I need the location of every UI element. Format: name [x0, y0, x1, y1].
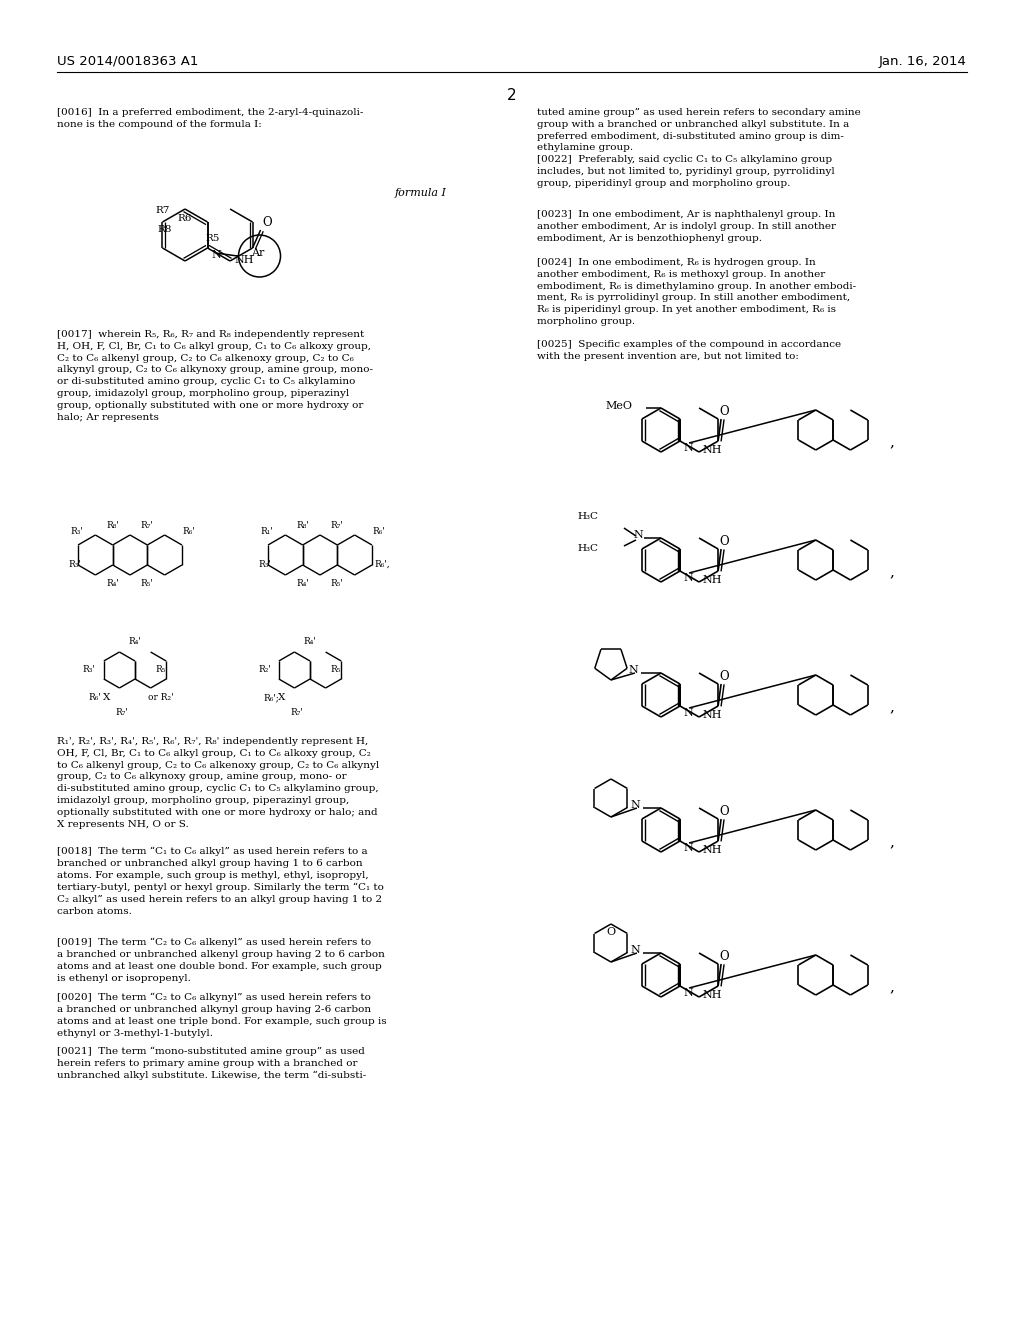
- Text: R₅': R₅': [141, 579, 154, 587]
- Text: O: O: [606, 927, 615, 937]
- Text: R₇': R₇': [331, 521, 344, 531]
- Text: R₇': R₇': [141, 521, 154, 531]
- Text: R₈': R₈': [106, 521, 119, 531]
- Text: O: O: [719, 805, 729, 818]
- Text: US 2014/0018363 A1: US 2014/0018363 A1: [57, 55, 199, 69]
- Text: R₃': R₃': [68, 560, 81, 569]
- Text: R₂': R₂': [258, 665, 271, 675]
- Text: N: N: [683, 573, 693, 583]
- Text: R₆': R₆': [182, 527, 195, 536]
- Text: R₄': R₄': [129, 638, 141, 645]
- Text: X: X: [278, 693, 286, 702]
- Text: R₁', R₂', R₃', R₄', R₅', R₆', R₇', R₈' independently represent H,
OH, F, Cl, Br,: R₁', R₂', R₃', R₄', R₅', R₆', R₇', R₈' i…: [57, 737, 379, 829]
- Text: ,: ,: [890, 979, 895, 994]
- Text: R₄': R₄': [303, 638, 316, 645]
- Text: R₃': R₃': [258, 560, 271, 569]
- Text: R₄': R₄': [296, 579, 309, 587]
- Text: NH: NH: [702, 710, 722, 719]
- Text: R₆';: R₆';: [263, 693, 279, 702]
- Text: formula I: formula I: [395, 187, 446, 198]
- Text: R₅': R₅': [330, 665, 343, 675]
- Text: R₃': R₃': [70, 527, 83, 536]
- Text: Ar: Ar: [252, 248, 265, 257]
- Text: N: N: [683, 843, 693, 853]
- Text: R₇': R₇': [115, 708, 128, 717]
- Text: X: X: [103, 693, 111, 702]
- Text: R₁': R₁': [260, 527, 272, 536]
- Text: ,: ,: [890, 436, 895, 449]
- Text: R₄': R₄': [106, 579, 119, 587]
- Text: N: N: [631, 800, 641, 810]
- Text: H₃C: H₃C: [578, 512, 599, 521]
- Text: [0017]  wherein R₅, R₆, R₇ and R₈ independently represent
H, OH, F, Cl, Br, C₁ t: [0017] wherein R₅, R₆, R₇ and R₈ indepen…: [57, 330, 373, 421]
- Text: N: N: [629, 665, 639, 675]
- Text: ,: ,: [890, 565, 895, 579]
- Text: 2: 2: [507, 88, 517, 103]
- Text: [0016]  In a preferred embodiment, the 2-aryl-4-quinazoli-
none is the compound : [0016] In a preferred embodiment, the 2-…: [57, 108, 364, 129]
- Text: [0019]  The term “C₂ to C₆ alkenyl” as used herein refers to
a branched or unbra: [0019] The term “C₂ to C₆ alkenyl” as us…: [57, 939, 385, 982]
- Text: [0021]  The term “mono-substituted amine group” as used
herein refers to primary: [0021] The term “mono-substituted amine …: [57, 1047, 367, 1080]
- Text: NH: NH: [702, 990, 722, 1001]
- Text: N: N: [634, 531, 644, 540]
- Text: N: N: [683, 987, 693, 998]
- Text: O: O: [719, 535, 729, 548]
- Text: MeO: MeO: [606, 401, 633, 411]
- Text: N: N: [212, 249, 221, 260]
- Text: N: N: [683, 444, 693, 453]
- Text: [0024]  In one embodiment, R₆ is hydrogen group. In
another embodiment, R₆ is me: [0024] In one embodiment, R₆ is hydrogen…: [537, 257, 856, 326]
- Text: NH: NH: [702, 576, 722, 585]
- Text: R7: R7: [155, 206, 169, 215]
- Text: R₅': R₅': [331, 579, 344, 587]
- Text: ,: ,: [890, 700, 895, 714]
- Text: ,: ,: [890, 836, 895, 849]
- Text: O: O: [262, 216, 272, 228]
- Text: R₃': R₃': [82, 665, 95, 675]
- Text: R5: R5: [206, 234, 220, 243]
- Text: R8: R8: [158, 224, 172, 234]
- Text: R₆',: R₆',: [374, 560, 389, 569]
- Text: Jan. 16, 2014: Jan. 16, 2014: [880, 55, 967, 69]
- Text: O: O: [719, 405, 729, 418]
- Text: [0018]  The term “C₁ to C₆ alkyl” as used herein refers to a
branched or unbranc: [0018] The term “C₁ to C₆ alkyl” as used…: [57, 847, 384, 916]
- Text: [0023]  In one embodiment, Ar is naphthalenyl group. In
another embodiment, Ar i: [0023] In one embodiment, Ar is naphthal…: [537, 210, 836, 243]
- Text: NH: NH: [702, 845, 722, 855]
- Text: N: N: [683, 708, 693, 718]
- Text: or R₂': or R₂': [148, 693, 174, 702]
- Text: N: N: [631, 945, 641, 954]
- Text: [0022]  Preferably, said cyclic C₁ to C₅ alkylamino group
includes, but not limi: [0022] Preferably, said cyclic C₁ to C₅ …: [537, 154, 835, 187]
- Text: R₈': R₈': [296, 521, 309, 531]
- Text: O: O: [719, 671, 729, 682]
- Text: R₆': R₆': [372, 527, 385, 536]
- Text: R₅': R₅': [155, 665, 168, 675]
- Text: [0020]  The term “C₂ to C₆ alkynyl” as used herein refers to
a branched or unbra: [0020] The term “C₂ to C₆ alkynyl” as us…: [57, 993, 387, 1038]
- Text: [0025]  Specific examples of the compound in accordance
with the present inventi: [0025] Specific examples of the compound…: [537, 341, 841, 360]
- Text: NH: NH: [234, 255, 254, 265]
- Text: R₇': R₇': [290, 708, 303, 717]
- Text: tuted amine group” as used herein refers to secondary amine
group with a branche: tuted amine group” as used herein refers…: [537, 108, 861, 152]
- Text: H₃C: H₃C: [578, 544, 599, 553]
- Text: O: O: [719, 950, 729, 964]
- Text: R₆': R₆': [88, 693, 100, 702]
- Text: R6: R6: [177, 214, 191, 223]
- Text: NH: NH: [702, 445, 722, 455]
